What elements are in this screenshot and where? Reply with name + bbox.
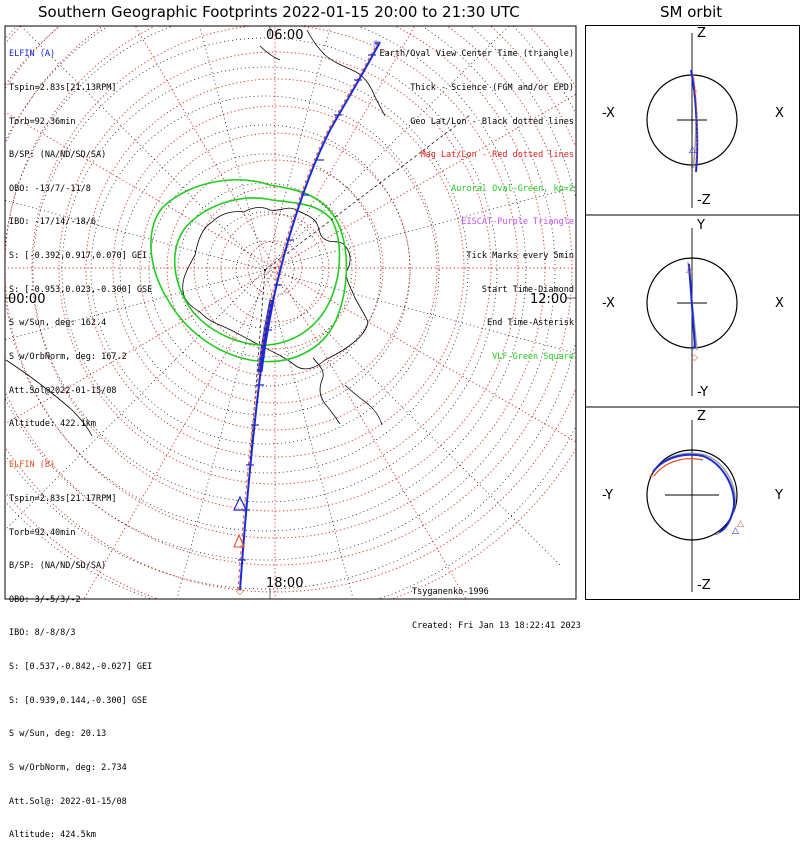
africa-coastline [5, 359, 93, 437]
end-asterisk: * [373, 38, 379, 52]
legend: Earth/Oval View Center Time (triangle) T… [380, 27, 574, 386]
orbit1-top-label: Z [697, 26, 706, 41]
map-title: Southern Geographic Footprints 2022-01-1… [38, 3, 520, 21]
elfin-b-line: S w/Sun, deg: 20.13 [9, 729, 107, 740]
antarctica-coastline [182, 207, 369, 425]
elfin-a-info: ELFIN (A) Tspin=2.83s[21.13RPM] Torb=92.… [9, 27, 152, 453]
elfin-a-line: B/SP: (NA/ND/SD/SA) [9, 150, 107, 161]
elfin-a-name: ELFIN (A) [9, 49, 56, 60]
auroral-oval [150, 179, 348, 363]
orbit1-bottom-label: -Z [697, 193, 711, 208]
legend-item: Tick Marks every 5min [466, 251, 574, 262]
elfin-b-name: ELFIN (B) [9, 460, 56, 471]
satellite-footprint-tracks: *◇ [233, 38, 381, 597]
orbit-plots: △ * △ * ◇ * △ △ [585, 25, 800, 600]
view-direction-lines [239, 114, 471, 591]
orbit-title: SM orbit [660, 3, 723, 21]
legend-item: Auroral Oval-Green, kp=2 [451, 183, 574, 194]
elfin-a-line: Torb=92.36min [9, 116, 76, 127]
svg-text:◇: ◇ [691, 353, 698, 363]
footprint-map: *◇ [4, 25, 577, 600]
svg-text:*: * [649, 473, 654, 483]
elfin-b-line: Altitude: 424.5km [9, 830, 96, 841]
elfin-a-line: Tspin=2.83s[21.13RPM] [9, 83, 117, 94]
legend-item: Geo Lat/Lon - Black dotted lines [410, 116, 574, 127]
sm-orbit-panel: SM orbit △ * △ * ◇ [585, 0, 800, 600]
credits: Tsyganenko-1996 Created: Fri Jan 13 18:2… [412, 565, 581, 655]
clock-label-bottom: 18:00 [266, 576, 304, 591]
elfin-a-line: S w/Sun, deg: 162.4 [9, 318, 107, 329]
orbit1-left-label: -X [602, 106, 615, 121]
svg-text:△: △ [686, 265, 693, 275]
clock-label-top: 06:00 [266, 28, 304, 43]
clock-label-left: 00:00 [8, 292, 46, 307]
geo-lat-lon-grid [5, 26, 576, 599]
svg-text:*: * [691, 345, 696, 355]
legend-item: End Time-Asterisk [487, 318, 574, 329]
clock-label-right: 12:00 [530, 292, 568, 307]
svg-text:△: △ [737, 519, 744, 529]
orbit-plot-yz: * △ △ [646, 420, 744, 592]
legend-item: Start Time-Diamond [481, 284, 574, 295]
orbit2-left-label: -X [602, 296, 615, 311]
legend-item: Mag Lat/Lon - Red dotted lines [420, 150, 574, 161]
svg-text:△: △ [689, 145, 696, 155]
elfin-a-science-segment [257, 299, 275, 373]
elfin-a-line: S: [-0.392,0.917,0.070] GEI [9, 251, 148, 262]
orbit3-top-label: Z [697, 409, 706, 424]
elfin-b-line: S: [0.537,-0.842,-0.027] GEI [9, 662, 153, 673]
map-frame [4, 25, 577, 600]
elfin-b-line: Tspin=2.83s[21.17RPM] [9, 494, 117, 505]
legend-item: EISCAT-Purple Triangle [461, 217, 574, 228]
legend-item: Thick - Science (FGM and/or EPD) [410, 83, 574, 94]
model-credit: Tsyganenko-1996 [412, 587, 489, 598]
footprint-map-panel: * ◇ Southern Geographic Footprints 2022-0… [4, 3, 581, 840]
elfin-a-line: S w/OrbNorm, deg: 167.2 [9, 351, 127, 362]
orbit-plot-xz: △ * [646, 33, 738, 208]
south-america-coastline [259, 29, 386, 117]
elfin-b-line: S: [0.939,0.144,-0.300] GSE [9, 695, 148, 706]
legend-item: VLF-Green Square [492, 351, 574, 362]
elfin-a-line: IBO: -17/14/-18/6 [9, 217, 96, 228]
orbit2-bottom-label: -Y [697, 385, 709, 400]
elfin-b-line: Att.Sol@: 2022-01-15/08 [9, 796, 127, 807]
svg-text:*: * [693, 89, 698, 99]
elfin-a-line: OBO: -13/7/-11/8 [9, 183, 91, 194]
australia-coastline [344, 384, 383, 426]
elfin-b-line: S w/OrbNorm, deg: 2.734 [9, 762, 127, 773]
created-timestamp: Created: Fri Jan 13 18:22:41 2023 [412, 621, 581, 632]
elfin-b-info: ELFIN (B) Tspin=2.83s[21.17RPM] Torb=92.… [9, 438, 152, 864]
elfin-a-line: Altitude: 422.1km [9, 419, 96, 430]
legend-item: Earth/Oval View Center Time (triangle) [379, 49, 574, 60]
orbit2-top-label: Y [697, 218, 705, 233]
elfin-a-line: S: [-0.953,0.023,-0.300] GSE [9, 284, 153, 295]
elfin-b-line: Torb=92.40min [9, 527, 76, 538]
elfin-b-track [237, 41, 379, 591]
elfin-a-line: Att.Sol@2022-01-15/08 [9, 385, 117, 396]
orbit-plot-xy: △ * ◇ [646, 228, 738, 396]
orbit1-right-label: X [775, 106, 784, 121]
elfin-b-line: B/SP: (NA/ND/SD/SA) [9, 561, 107, 572]
orbit3-right-label: Y [775, 488, 783, 503]
elfin-a-track [239, 41, 381, 591]
orbit2-right-label: X [775, 296, 784, 311]
view-center-triangle [233, 495, 247, 511]
elfin-b-line: IBO: 8/-8/8/3 [9, 628, 76, 639]
view-center-triangle-b [233, 533, 245, 548]
orbit3-bottom-label: -Z [697, 578, 711, 593]
svg-text:△: △ [732, 526, 739, 536]
start-diamond: ◇ [236, 586, 244, 597]
orbit3-left-label: -Y [602, 488, 614, 503]
elfin-b-line: OBO: 3/-5/3/-2 [9, 594, 81, 605]
